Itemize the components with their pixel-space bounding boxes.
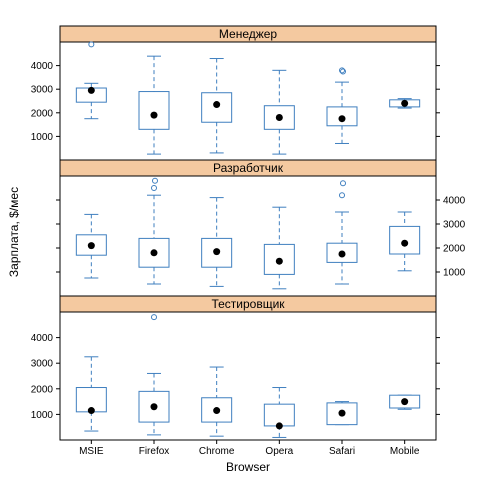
iqr-box	[389, 225, 421, 255]
panel-strip	[59, 25, 437, 43]
outlier-point	[339, 67, 345, 74]
outlier-point	[151, 185, 157, 191]
x-tick-label: Safari	[329, 446, 355, 457]
median-dot	[338, 250, 346, 258]
box-mobile	[389, 98, 421, 109]
median-dot	[87, 86, 95, 94]
y-tick-label: 1000	[31, 410, 54, 421]
panel-strip	[59, 159, 437, 177]
iqr-box	[138, 390, 170, 423]
x-tick-label: MSIE	[79, 446, 104, 457]
box-msie	[75, 356, 107, 432]
box-safari	[326, 180, 358, 285]
panel-frame	[59, 175, 437, 297]
y-tick-label: 1000	[443, 268, 466, 279]
x-tick-label: Opera	[265, 446, 293, 457]
panel-frame	[59, 311, 437, 441]
outlier-point	[340, 180, 346, 187]
box-msie	[75, 41, 107, 120]
x-axis-label: Browser	[226, 460, 270, 474]
panel-frame	[59, 41, 437, 161]
median-dot	[338, 409, 346, 417]
box-chrome	[201, 197, 233, 287]
y-tick-label: 4000	[443, 196, 466, 207]
box-chrome	[201, 366, 233, 437]
x-tick-label: Firefox	[139, 446, 170, 457]
outlier-point	[340, 68, 346, 75]
y-tick-label: 4000	[31, 333, 54, 344]
panel: Тестировщик 1000 2000 3000 4000 MSIE Firefox Ch…	[31, 295, 440, 457]
box-opera	[263, 206, 295, 290]
box-firefox	[138, 314, 170, 436]
median-dot	[213, 101, 221, 109]
outlier-point	[151, 314, 157, 321]
y-tick-label: 2000	[31, 384, 54, 395]
median-dot	[87, 242, 95, 250]
panel-title: Разработчик	[213, 161, 284, 175]
y-tick-label: 2000	[443, 244, 466, 255]
median-dot	[338, 115, 346, 123]
panels-group: Менеджер 1000 2000 3000 4000 Разработчик 1000 2…	[31, 25, 466, 457]
median-dot	[401, 239, 409, 247]
box-opera	[263, 69, 295, 155]
x-tick-label: Chrome	[199, 446, 235, 457]
median-dot	[150, 111, 158, 119]
median-dot	[150, 403, 158, 411]
outlier-point	[88, 41, 95, 48]
y-tick-label: 3000	[443, 220, 466, 231]
iqr-box	[138, 91, 170, 130]
box-msie	[75, 213, 107, 279]
box-opera	[263, 387, 295, 438]
y-tick-label: 2000	[31, 108, 54, 119]
median-dot	[275, 422, 283, 430]
median-dot	[213, 248, 221, 256]
box-mobile	[389, 394, 421, 410]
box-mobile	[389, 211, 421, 272]
panel: Разработчик 1000 2000 3000 4000	[56, 159, 466, 297]
box-firefox	[138, 55, 170, 155]
y-tick-label: 1000	[31, 132, 54, 143]
y-tick-label: 3000	[31, 85, 54, 96]
outlier-point	[339, 192, 345, 199]
box-firefox	[138, 177, 170, 285]
y-tick-label: 3000	[31, 359, 54, 370]
box-safari	[326, 401, 358, 426]
x-tick-label: Mobile	[390, 446, 420, 457]
panel-title: Менеджер	[219, 27, 278, 41]
panel-title: Тестировщик	[211, 297, 285, 311]
y-axis-label: Зарплата, $/мес	[7, 187, 21, 277]
y-tick-label: 4000	[31, 61, 54, 72]
median-dot	[150, 249, 158, 257]
median-dot	[275, 114, 283, 122]
box-safari	[326, 67, 358, 144]
outlier-point	[152, 177, 158, 184]
median-dot	[401, 398, 409, 406]
median-dot	[213, 407, 221, 415]
median-dot	[275, 257, 283, 265]
median-dot	[87, 407, 95, 415]
panel-strip	[59, 295, 437, 313]
panel: Менеджер 1000 2000 3000 4000	[31, 25, 440, 161]
median-dot	[401, 99, 409, 107]
box-chrome	[201, 58, 233, 154]
